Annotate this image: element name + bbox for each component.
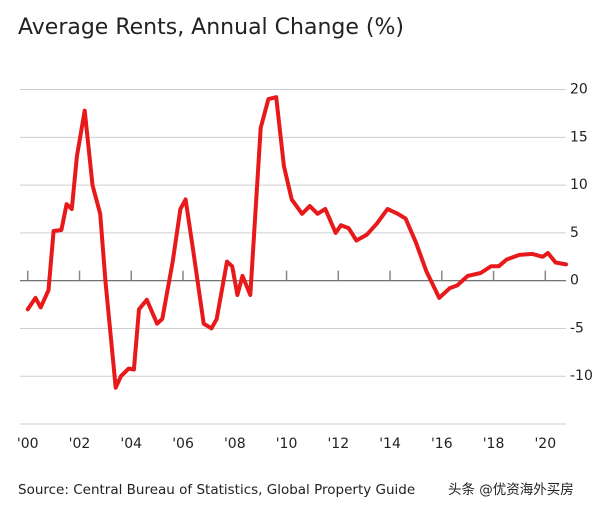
y-tick-label: 5 — [570, 225, 579, 241]
chart-title: Average Rents, Annual Change (%) — [18, 15, 404, 40]
x-tick-label: '08 — [224, 436, 246, 452]
x-tick-label: '18 — [483, 436, 505, 452]
x-tick-label: '10 — [276, 436, 298, 452]
data-line — [25, 95, 568, 390]
x-tick-label: '20 — [534, 436, 556, 452]
x-tick-label: '16 — [431, 436, 453, 452]
y-tick-label: -5 — [570, 320, 584, 336]
y-tick-label: 15 — [570, 129, 588, 145]
x-tick-label: '00 — [17, 436, 39, 452]
x-tick-label: '02 — [69, 436, 91, 452]
source: Source: Central Bureau of Statistics, Gl… — [18, 482, 415, 498]
x-tick-label: '14 — [379, 436, 401, 452]
y-tick-label: 10 — [570, 177, 588, 193]
watermark: 头条 @优资海外买房 — [448, 481, 574, 498]
x-tick-label: '04 — [120, 436, 142, 452]
x-tick-label: '12 — [327, 436, 349, 452]
x-tick-label: '06 — [172, 436, 194, 452]
y-tick-label: 0 — [570, 273, 579, 289]
y-tick-label: 20 — [570, 82, 588, 98]
y-tick-label: -10 — [570, 368, 593, 384]
